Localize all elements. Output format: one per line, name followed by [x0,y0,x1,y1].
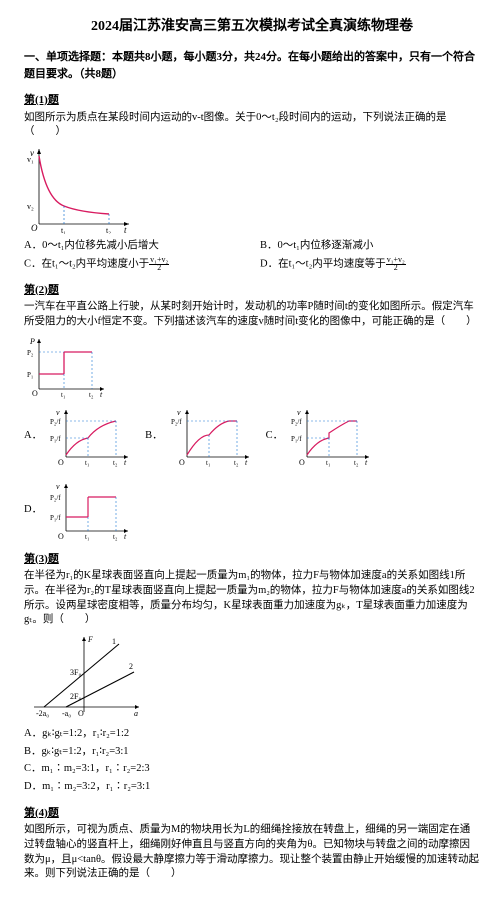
svg-text:P: P [29,337,35,346]
svg-text:-2a₀: -2a₀ [36,709,49,718]
q4-label: 第(4)题 [24,805,480,822]
svg-text:O: O [31,223,38,233]
svg-text:O: O [58,532,64,541]
svg-text:F: F [87,635,93,644]
svg-text:v: v [297,408,301,417]
svg-text:v₂: v₂ [27,202,34,211]
q2-choice-c-label: C． [266,428,284,444]
svg-text:P₁/f: P₁/f [50,514,61,522]
svg-text:t₂: t₂ [106,226,111,234]
q3-choices: A．gₖ∶gₜ=1:2，r₁∶r₂=1:2 B．gₖ∶gₜ=1:2，r₁∶r₂=… [24,726,480,795]
svg-text:P₁: P₁ [27,371,33,379]
svg-text:2F₀: 2F₀ [70,692,81,701]
svg-text:P₂/f: P₂/f [50,418,61,426]
section-header: 一、单项选择题：本题共8小题，每小题3分，共24分。在每小题给出的答案中，只有一… [24,49,480,82]
svg-text:O: O [32,389,38,398]
svg-text:t: t [124,532,127,541]
svg-text:v: v [56,408,60,417]
svg-text:1: 1 [112,637,116,646]
svg-text:a: a [134,709,138,718]
svg-text:t: t [124,458,127,467]
svg-text:2: 2 [129,662,133,671]
q1-choice-b: B．0～t₁内位移逐渐减小 [260,238,480,254]
page-title: 2024届江苏淮安高三第五次模拟考试全真演练物理卷 [24,16,480,37]
q1-choice-c: C．在t₁～t₂内平均速度小于v₁+v₂2 [24,256,244,272]
q2-graph-d: v P₂/f P₁/f O t₁ t₂ t [48,479,133,541]
svg-text:O: O [58,458,64,467]
q3-choice-b: B．gₖ∶gₜ=1:2，r₁∶r₂=3:1 [24,744,480,760]
svg-text:t₁: t₁ [326,459,330,467]
svg-text:O: O [78,709,84,718]
svg-text:t₁: t₁ [61,226,66,234]
q1-choices: A．0～t₁内位移先减小后增大 B．0～t₁内位移逐渐减小 C．在t₁～t₂内平… [24,238,480,272]
q1-graph: v v₁ v₂ O t₁ t₂ t [24,144,480,234]
q2-choice-d-label: D． [24,502,42,518]
q2-choice-b-label: B． [145,428,163,444]
svg-text:t₁: t₁ [206,459,210,467]
svg-text:P₁/f: P₁/f [291,435,302,443]
svg-text:O: O [299,458,305,467]
svg-text:-a₀: -a₀ [62,709,71,718]
svg-text:t₁: t₁ [61,391,65,399]
svg-text:v: v [177,408,181,417]
q1-label: 第(1)题 [24,92,480,109]
svg-text:t₂: t₂ [89,391,94,399]
q3-text: 在半径为r₁的K星球表面竖直向上提起一质量为m₁的物体，拉力F与物体加速度a的关… [24,569,480,628]
q2-text: 一汽车在平直公路上行驶，从某时刻开始计时，发动机的功率P随时间t的变化如图所示。… [24,300,480,329]
svg-text:t₂: t₂ [354,459,359,467]
svg-text:P₁/f: P₁/f [50,435,61,443]
svg-text:t₁: t₁ [85,459,89,467]
q4-text: 如图所示，可视为质点、质量为M的物块用长为L的细绳拴接放在转盘上，细绳的另一端固… [24,823,480,882]
q2-graph-a: v P₂/f P₁/f O t₁ t₂ t [48,405,133,467]
q2-label: 第(2)题 [24,282,480,299]
svg-text:t₁: t₁ [85,533,89,541]
q1-choice-a: A．0～t₁内位移先减小后增大 [24,238,244,254]
q3-choice-d: D．m₁∶m₂=3:2，r₁∶r₂=3:1 [24,779,480,795]
q3-choice-a: A．gₖ∶gₜ=1:2，r₁∶r₂=1:2 [24,726,480,742]
svg-text:v₁: v₁ [27,155,34,164]
svg-text:t: t [245,458,248,467]
q1-choice-d: D．在t₁～t₂内平均速度等于v₁+v₂2 [260,256,480,272]
svg-text:t: t [100,390,103,399]
svg-text:t₂: t₂ [113,533,118,541]
q2-choice-graphs: A． v P₂/f P₁/f O t₁ t₂ t B． [24,405,480,541]
svg-text:O: O [179,458,185,467]
svg-text:P₂: P₂ [27,349,34,357]
q2-graph-b: v P₂/f O t₁ t₂ t [169,405,254,467]
svg-text:P₂/f: P₂/f [171,418,182,426]
q2-choice-a-label: A． [24,428,42,444]
svg-text:t: t [124,225,127,234]
q3-graph: F 1 2 3F₀ 2F₀ -2a₀ -a₀ O a [24,632,480,722]
svg-text:v: v [56,482,60,491]
q1-text: 如图所示为质点在某段时间内运动的v-t图像。关于0～t₂段时间内的运动，下列说法… [24,111,480,140]
svg-text:3F₀: 3F₀ [70,668,81,677]
svg-text:t₂: t₂ [234,459,239,467]
svg-text:t: t [365,458,368,467]
svg-text:P₂/f: P₂/f [50,494,61,502]
q3-label: 第(3)题 [24,551,480,568]
q3-choice-c: C．m₁∶m₂=3:1，r₁∶r₂=2:3 [24,761,480,777]
q2-p-graph: P P₂ P₁ O t₁ t₂ t [24,334,480,399]
q2-graph-c: v P₂/f P₁/f O t₁ t₂ t [289,405,374,467]
svg-text:t₂: t₂ [113,459,118,467]
svg-text:P₂/f: P₂/f [291,418,302,426]
